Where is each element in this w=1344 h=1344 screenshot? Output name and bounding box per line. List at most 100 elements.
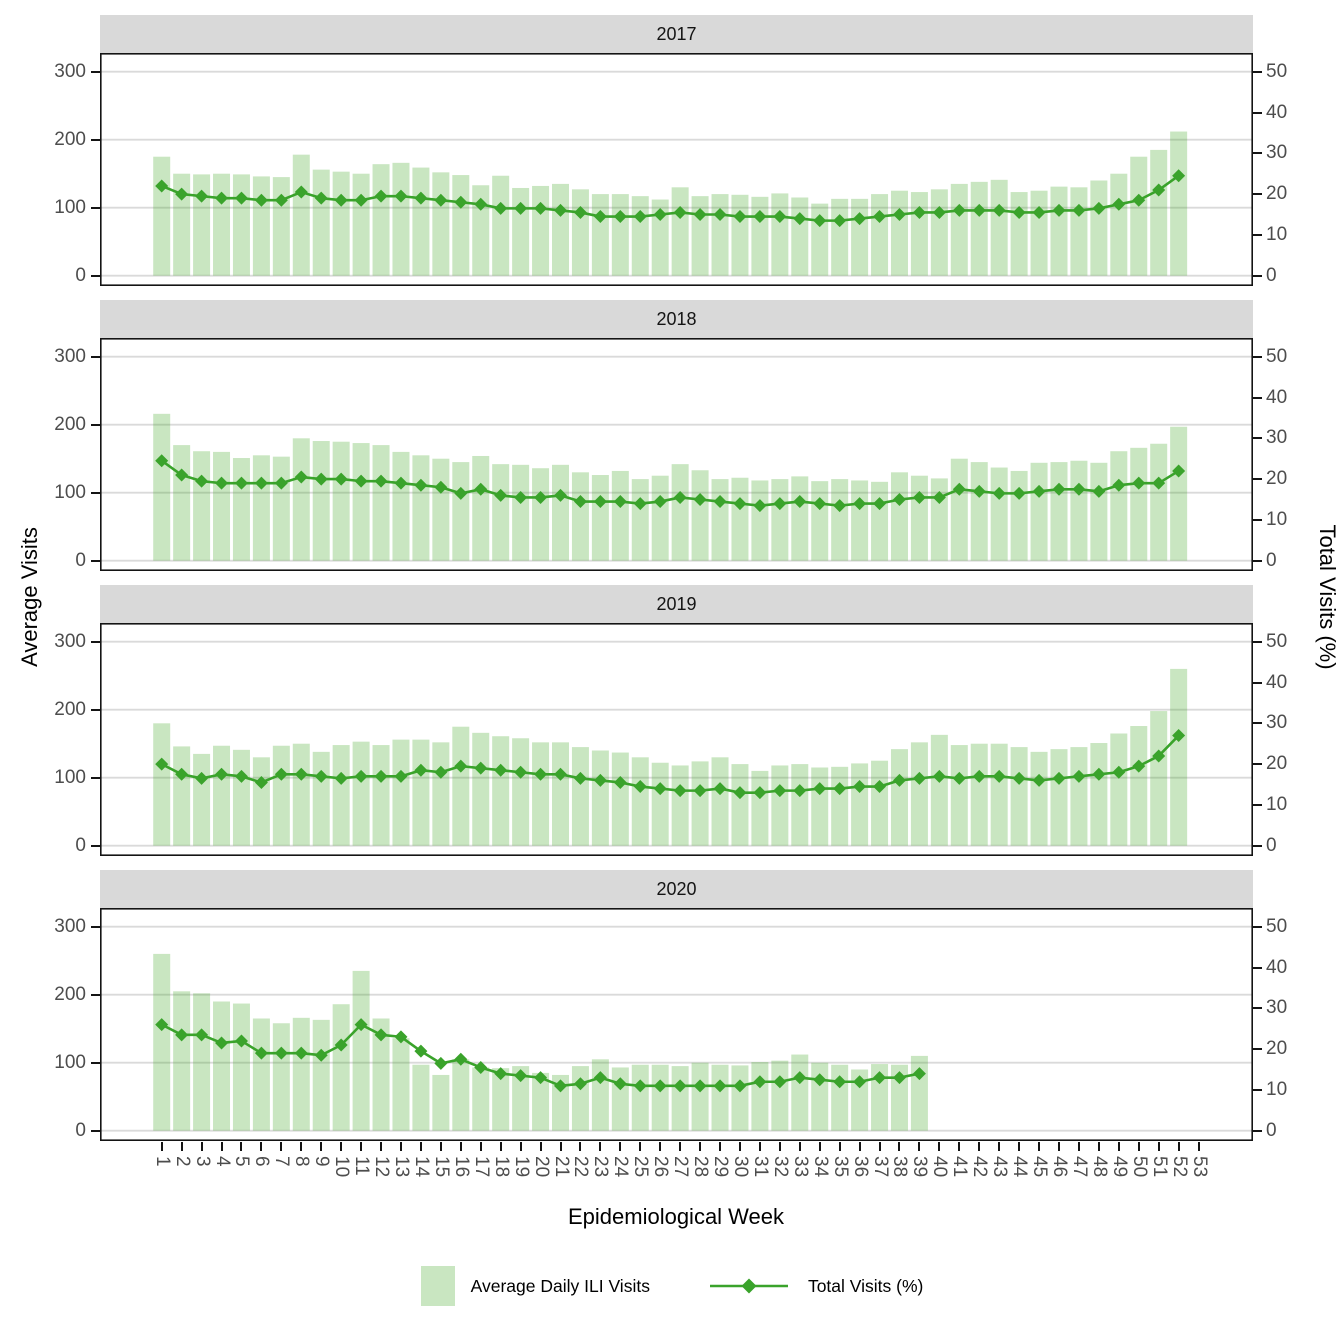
bar-week-37 [871, 760, 889, 846]
bar-week-27 [671, 1066, 689, 1131]
line-point-week-36 [853, 780, 867, 794]
left-tick [91, 993, 100, 996]
legend-item-line: Total Visits (%) [706, 1275, 923, 1297]
line-point-week-35 [833, 1075, 847, 1089]
bar-week-14 [412, 739, 430, 846]
left-tick-label: 200 [54, 128, 86, 150]
x-tick [918, 1142, 921, 1151]
x-tick-label: 27 [670, 1156, 692, 1178]
line-point-week-51 [1152, 749, 1166, 763]
line-point-week-34 [813, 497, 827, 511]
right-tick-label: 10 [1266, 793, 1288, 815]
bar-week-14 [412, 455, 430, 561]
right-tick-label: 0 [1266, 264, 1277, 286]
x-tick [599, 1142, 602, 1151]
x-tick [439, 1142, 442, 1151]
line-point-week-47 [1072, 482, 1086, 496]
bar-week-24 [611, 752, 629, 846]
bar-week-44 [1010, 470, 1028, 561]
line-point-week-3 [195, 771, 209, 785]
right-tick-label: 50 [1266, 60, 1288, 82]
bar-week-19 [512, 464, 530, 561]
bar-week-41 [950, 745, 968, 846]
bar-week-3 [193, 451, 211, 561]
right-tick [1253, 681, 1262, 684]
line-point-week-31 [753, 1075, 767, 1089]
right-tick [1253, 70, 1262, 73]
x-tick [479, 1142, 482, 1151]
bar-week-5 [232, 749, 250, 846]
line-point-week-18 [494, 201, 508, 215]
bar-week-6 [252, 176, 270, 276]
bar-week-35 [831, 766, 849, 846]
bar-week-30 [731, 477, 749, 561]
line-point-week-1 [155, 1018, 169, 1032]
bar-week-19 [512, 1066, 530, 1131]
line-point-week-4 [215, 476, 229, 490]
right-tick-label: 30 [1266, 427, 1288, 449]
line-point-week-29 [713, 782, 727, 796]
line-point-week-8 [294, 470, 308, 484]
x-tick [220, 1142, 223, 1151]
bar-week-26 [651, 1064, 669, 1131]
right-tick-label: 20 [1266, 183, 1288, 205]
right-tick [1253, 966, 1262, 969]
bar-week-23 [591, 475, 609, 561]
line-point-week-35 [833, 214, 847, 228]
bar-week-42 [970, 462, 988, 561]
line-point-week-2 [175, 468, 189, 482]
line-point-week-19 [514, 1069, 528, 1083]
right-tick-label: 0 [1266, 834, 1277, 856]
x-tick [699, 1142, 702, 1151]
right-tick-label: 20 [1266, 753, 1288, 775]
right-tick-label: 50 [1266, 345, 1288, 367]
facet-label-2020: 2020 [656, 878, 697, 899]
bar-week-8 [292, 1017, 310, 1131]
panel-border [100, 623, 1253, 856]
right-tick-label: 30 [1266, 997, 1288, 1019]
line-point-week-1 [155, 179, 169, 193]
line-point-week-43 [992, 769, 1006, 783]
line-point-week-30 [733, 210, 747, 224]
bar-week-9 [312, 1019, 330, 1131]
x-tick-label: 30 [729, 1156, 751, 1178]
x-tick-label: 40 [929, 1156, 951, 1178]
line-point-week-31 [753, 210, 767, 224]
right-tick [1253, 844, 1262, 847]
right-tick [1253, 478, 1262, 481]
x-tick-label: 49 [1108, 1156, 1130, 1178]
bar-week-18 [492, 1068, 510, 1131]
line-point-week-28 [693, 784, 707, 798]
x-tick [579, 1142, 582, 1151]
bar-week-15 [432, 742, 450, 846]
line-point-week-44 [1012, 771, 1026, 785]
line-point-week-33 [793, 1071, 807, 1085]
line-point-week-1 [155, 454, 169, 468]
bar-week-5 [232, 174, 250, 276]
line-point-week-39 [912, 205, 926, 219]
bar-week-48 [1090, 743, 1108, 846]
x-tick-label: 7 [271, 1156, 293, 1167]
line-point-week-45 [1032, 773, 1046, 787]
x-tick-label: 15 [430, 1156, 452, 1178]
line-point-week-12 [374, 474, 388, 488]
x-tick-label: 34 [809, 1156, 831, 1178]
x-tick-label: 18 [490, 1156, 512, 1178]
x-tick-label: 41 [949, 1156, 971, 1178]
line-point-week-24 [613, 495, 627, 509]
bar-week-32 [771, 479, 789, 561]
x-tick-label: 11 [351, 1156, 373, 1176]
line-point-week-10 [334, 472, 348, 486]
bar-week-20 [532, 1072, 550, 1131]
right-tick [1253, 274, 1262, 277]
bar-week-45 [1030, 190, 1048, 276]
left-tick [91, 559, 100, 562]
line-point-week-22 [573, 495, 587, 509]
bar-week-3 [193, 993, 211, 1131]
left-tick-label: 100 [54, 196, 86, 218]
bar-week-44 [1010, 192, 1028, 276]
bar-week-51 [1150, 711, 1168, 846]
x-tick [200, 1142, 203, 1151]
bar-week-52 [1170, 668, 1188, 846]
left-tick [91, 1129, 100, 1132]
